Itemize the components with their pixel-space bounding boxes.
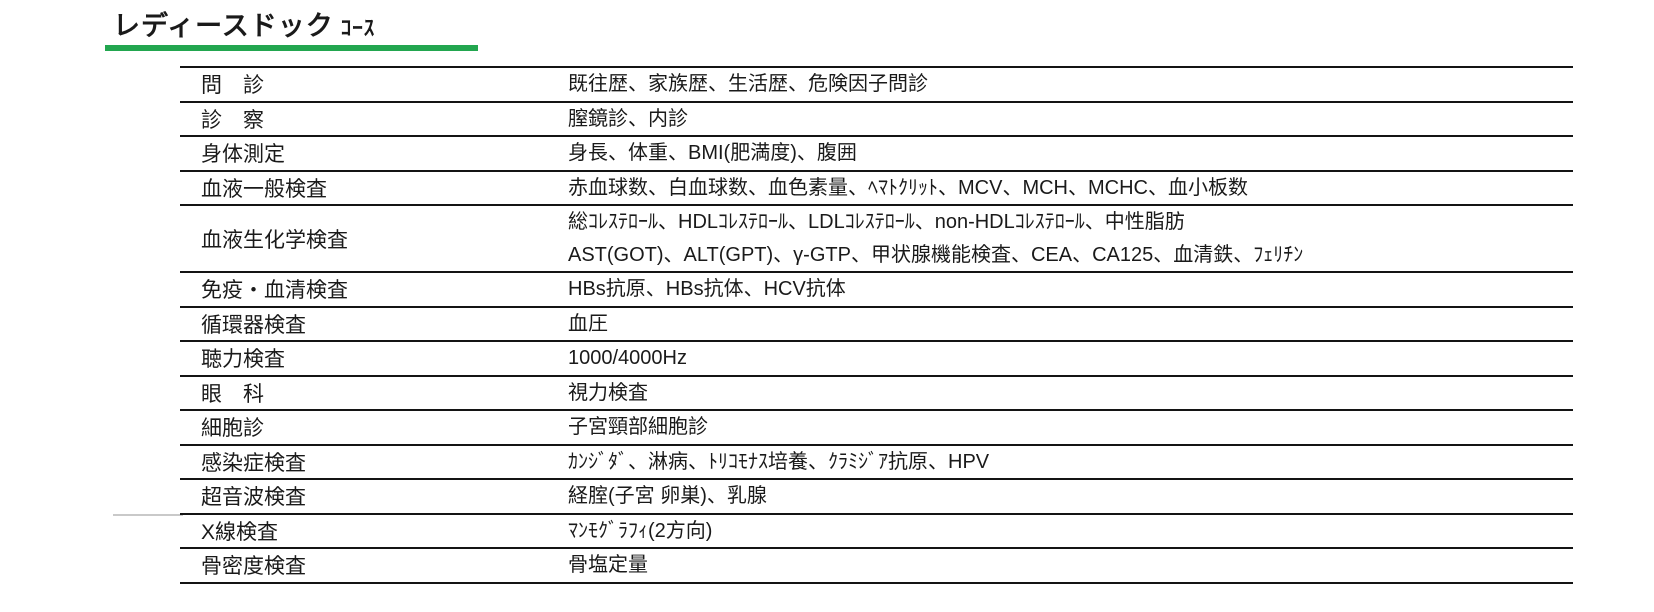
exam-items: ｶﾝｼﾞﾀﾞ、淋病、ﾄﾘｺﾓﾅｽ培養、ｸﾗﾐｼﾞｱ抗原、HPV [565,446,1573,479]
exam-items: 1000/4000Hz [565,342,1573,375]
exam-category-label: 身体測定 [201,143,285,167]
exam-category-label: 超音波検査 [201,486,306,510]
exam-items-line: 子宮頸部細胞診 [568,416,708,438]
table-row: 問 診 既往歴、家族歴、生活歴、危険因子問診 [180,68,1573,103]
exam-items: 血圧 [565,308,1573,341]
exam-category-label: 血液生化学検査 [201,228,348,252]
exam-category-label: 感染症検査 [201,451,306,475]
exam-items: 総ｺﾚｽﾃﾛｰﾙ、HDLｺﾚｽﾃﾛｰﾙ、LDLｺﾚｽﾃﾛｰﾙ、non-HDLｺﾚ… [565,206,1573,271]
page-title: レディースドック ｺｰｽ [113,8,375,47]
exam-items: 経腟(子宮 卵巣)、乳腺 [565,480,1573,513]
course-header: レディースドック ｺｰｽ [113,8,375,47]
exam-category-label: 免疫・血清検査 [201,279,348,303]
exam-items-line: 骨塩定量 [568,554,648,576]
course-title-main: レディースドック [113,11,334,41]
table-row: 感染症検査 ｶﾝｼﾞﾀﾞ、淋病、ﾄﾘｺﾓﾅｽ培養、ｸﾗﾐｼﾞｱ抗原、HPV [180,446,1573,480]
exam-items: 身長、体重、BMI(肥満度)、腹囲 [565,137,1573,170]
exam-items: 子宮頸部細胞診 [565,411,1573,444]
left-stray-line [113,514,183,516]
exam-category-label: 診 察 [201,108,264,132]
exam-items-line: ｶﾝｼﾞﾀﾞ、淋病、ﾄﾘｺﾓﾅｽ培養、ｸﾗﾐｼﾞｱ抗原、HPV [568,450,990,473]
exam-items-line: 1000/4000Hz [568,347,687,369]
exam-items-line: 赤血球数、白血球数、血色素量、ﾍﾏﾄｸﾘｯﾄ、MCV、MCH、MCHC、血小板数 [568,176,1248,199]
exam-category-label: 循環器検査 [201,313,306,337]
exam-items-line: 血圧 [568,312,608,335]
exam-items-line: 膣鏡診、内診 [568,107,688,130]
course-title-suffix: ｺｰｽ [340,17,376,40]
exam-category-label: 眼 科 [201,382,264,406]
exam-category-label: 聴力検査 [201,348,285,372]
table-row: 身体測定 身長、体重、BMI(肥満度)、腹囲 [180,137,1573,172]
exam-items: HBs抗原、HBs抗体、HCV抗体 [565,273,1573,306]
exam-items: 既往歴、家族歴、生活歴、危険因子問診 [565,68,1573,101]
title-underline [105,45,478,51]
exam-category-label: 細胞診 [201,417,264,441]
exam-items: ﾏﾝﾓｸﾞﾗﾌｨ(2方向) [565,515,1573,548]
table-row: 眼 科 視力検査 [180,377,1573,411]
table-row: 免疫・血清検査 HBs抗原、HBs抗体、HCV抗体 [180,273,1573,308]
exam-category-label: 問 診 [201,74,264,98]
exam-category-label: 血液一般検査 [201,177,327,201]
exam-items-line: AST(GOT)、ALT(GPT)、γ-GTP、甲状腺機能検査、CEA、CA12… [568,243,1304,266]
exam-items-line: 視力検査 [568,381,648,404]
table-row: 骨密度検査 骨塩定量 [180,549,1573,584]
exam-items: 赤血球数、白血球数、血色素量、ﾍﾏﾄｸﾘｯﾄ、MCV、MCH、MCHC、血小板数 [565,172,1573,205]
exam-items-line: 総ｺﾚｽﾃﾛｰﾙ、HDLｺﾚｽﾃﾛｰﾙ、LDLｺﾚｽﾃﾛｰﾙ、non-HDLｺﾚ… [568,211,1185,233]
exam-category-label: X線検査 [201,520,279,544]
table-row: 循環器検査 血圧 [180,308,1573,342]
table-row: 血液生化学検査 総ｺﾚｽﾃﾛｰﾙ、HDLｺﾚｽﾃﾛｰﾙ、LDLｺﾚｽﾃﾛｰﾙ、n… [180,206,1573,273]
exam-items-line: 身長、体重、BMI(肥満度)、腹囲 [568,142,857,164]
table-row: 超音波検査 経腟(子宮 卵巣)、乳腺 [180,480,1573,515]
exam-items-line: HBs抗原、HBs抗体、HCV抗体 [568,278,846,300]
exam-items: 視力検査 [565,377,1573,410]
exam-table: 問 診 既往歴、家族歴、生活歴、危険因子問診 診 察 膣鏡診、内診 身体測定 身… [180,66,1573,584]
table-row: 聴力検査 1000/4000Hz [180,342,1573,377]
table-row: 診 察 膣鏡診、内診 [180,103,1573,137]
table-row: 血液一般検査 赤血球数、白血球数、血色素量、ﾍﾏﾄｸﾘｯﾄ、MCV、MCH、MC… [180,172,1573,206]
table-row: X線検査 ﾏﾝﾓｸﾞﾗﾌｨ(2方向) [180,515,1573,549]
exam-items: 骨塩定量 [565,549,1573,582]
exam-items-line: 経腟(子宮 卵巣)、乳腺 [568,485,767,507]
exam-category-label: 骨密度検査 [201,555,306,579]
exam-items: 膣鏡診、内診 [565,103,1573,136]
table-row: 細胞診 子宮頸部細胞診 [180,411,1573,446]
exam-items-line: ﾏﾝﾓｸﾞﾗﾌｨ(2方向) [568,519,713,542]
exam-items-line: 既往歴、家族歴、生活歴、危険因子問診 [568,73,928,95]
